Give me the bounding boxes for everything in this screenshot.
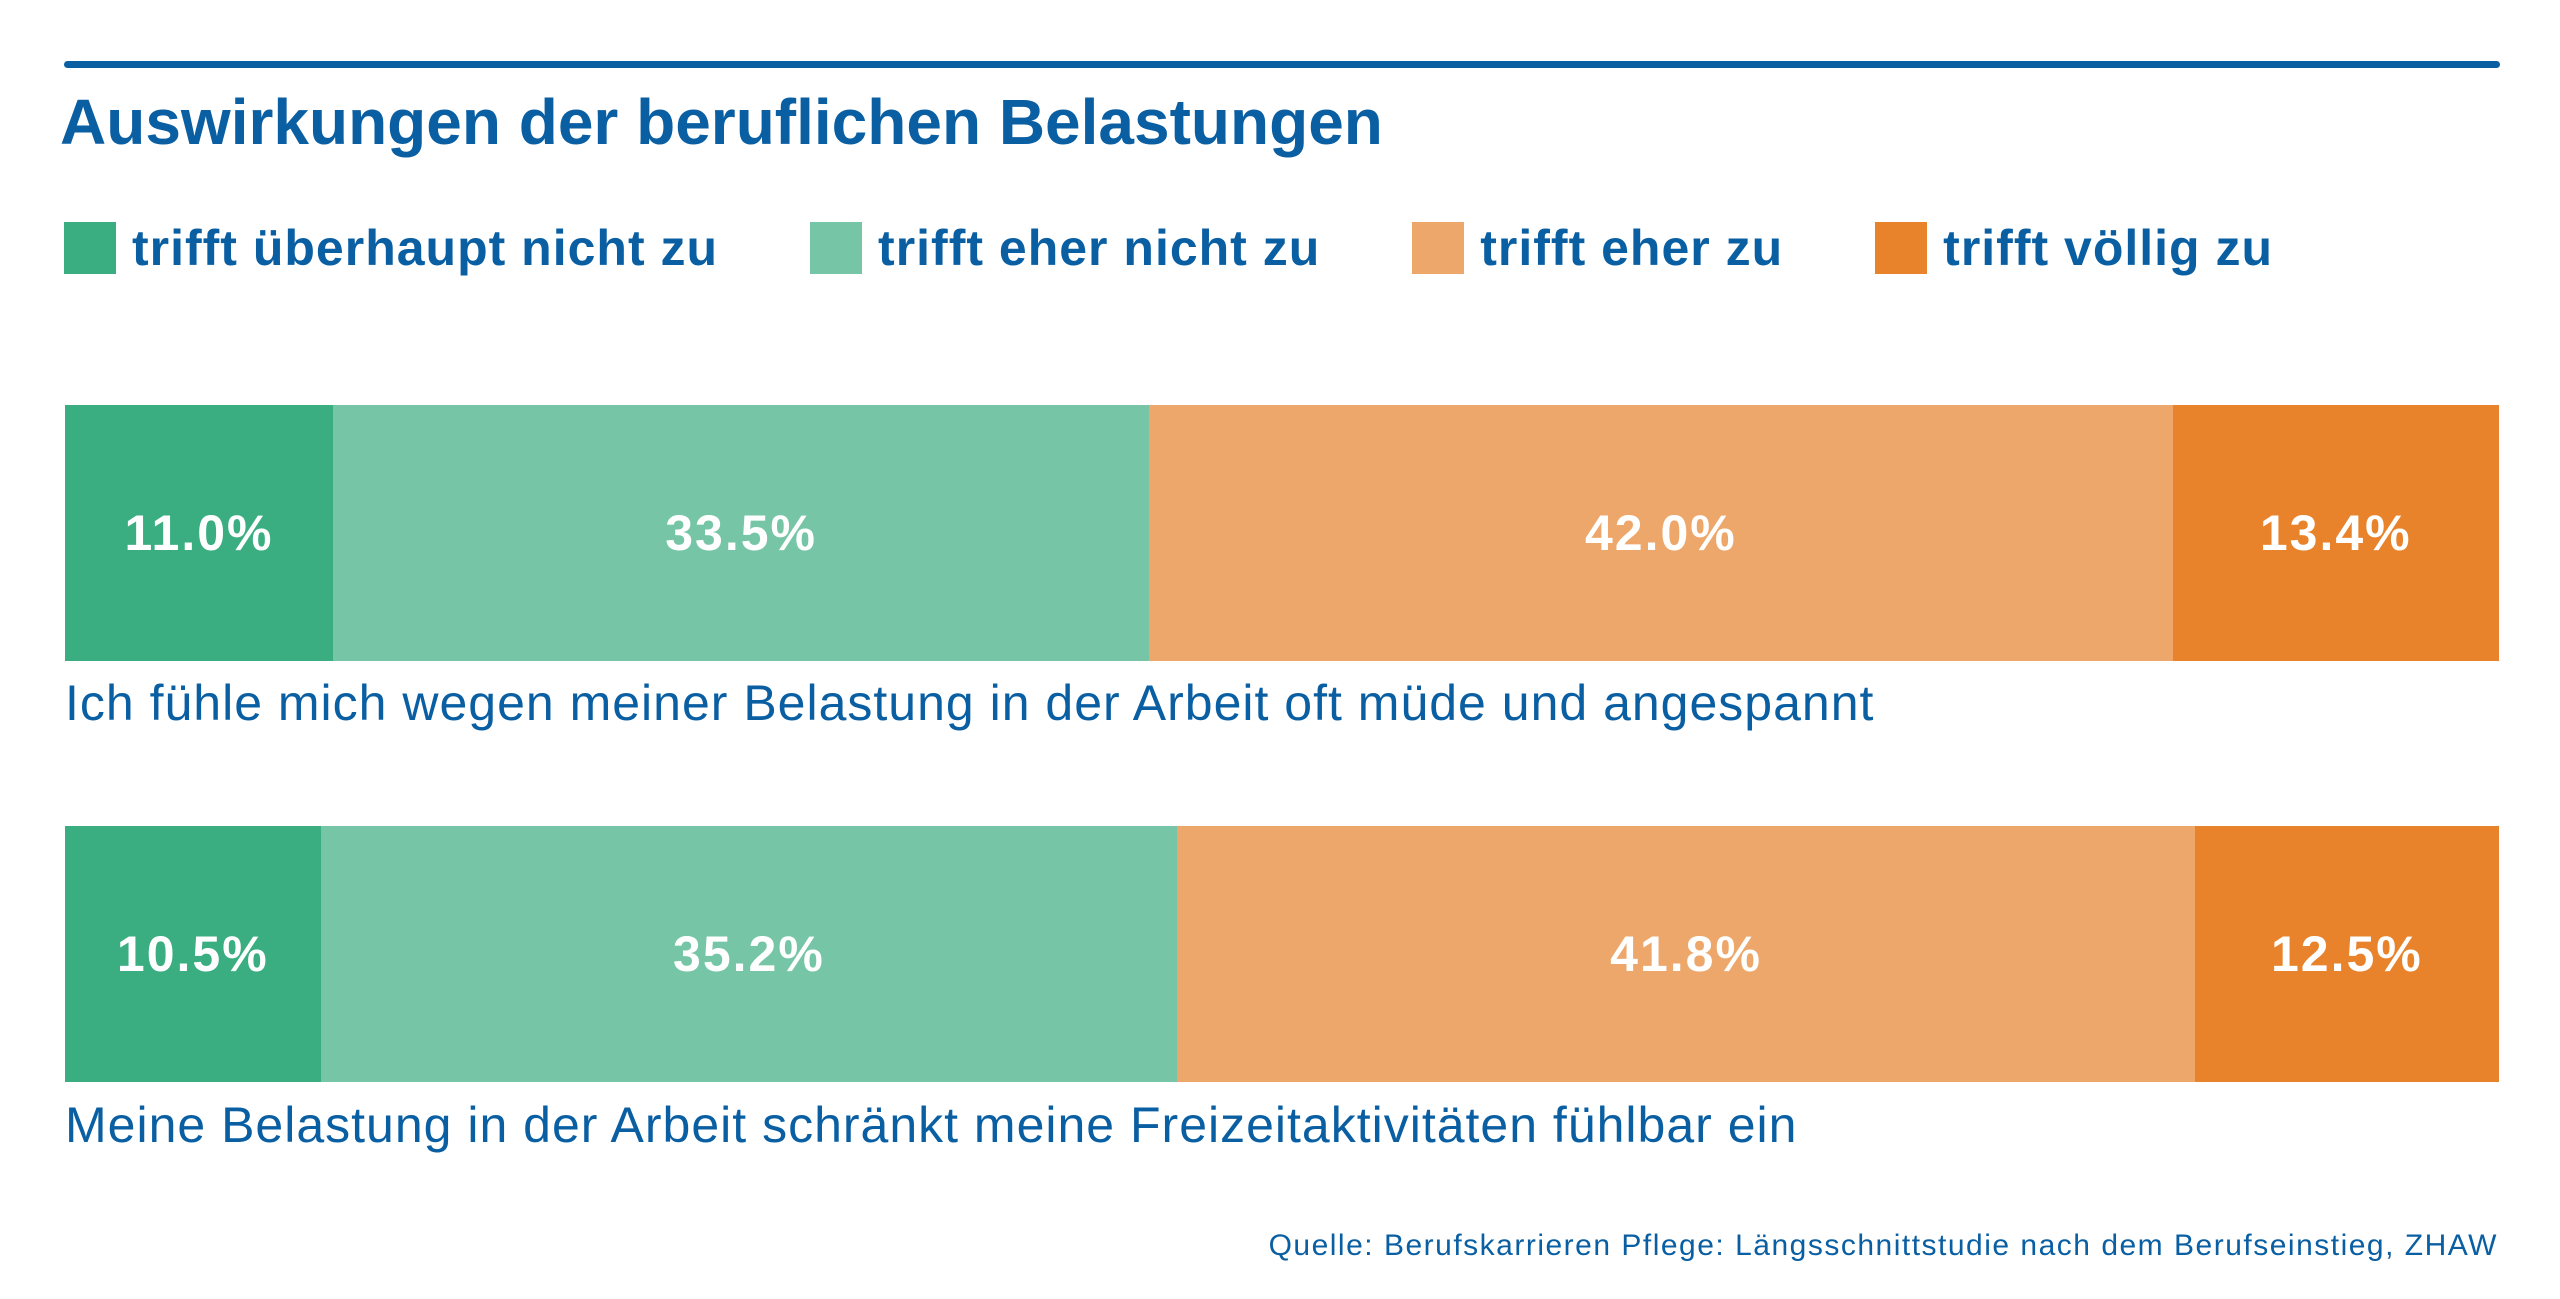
bar-segment-r2-s3: 41.8%	[1177, 826, 2195, 1082]
bar-segment-r2-s2: 35.2%	[320, 826, 1178, 1082]
legend-swatch-2	[810, 222, 863, 274]
data-label-r1-s3: 42.0%	[1584, 505, 1737, 561]
legend-swatch-3	[1412, 222, 1465, 274]
legend: trifft überhaupt nicht zu trifft eher nic…	[64, 219, 2365, 277]
row-label-1: Ich fühle mich wegen meiner Belastung in…	[65, 675, 1875, 731]
legend-label-4: trifft völlig zu	[1943, 220, 2274, 276]
data-label-r1-s4: 13.4%	[2259, 505, 2412, 561]
legend-label-3: trifft eher zu	[1480, 220, 1784, 276]
legend-swatch-1	[64, 222, 116, 274]
data-label-r1-s2: 33.5%	[665, 505, 817, 561]
bar-segment-r2-s1: 10.5%	[65, 826, 321, 1082]
data-label-r2-s4: 12.5%	[2270, 926, 2423, 982]
source-note: Quelle: Berufskarrieren Pflege: Längssch…	[1268, 1229, 2498, 1262]
stacked-bar-row-2: 10.5% 35.2% 41.8% 12.5%	[65, 826, 2499, 1082]
row-label-2: Meine Belastung in der Arbeit schränkt m…	[65, 1097, 1798, 1153]
legend-swatch-4	[1875, 222, 1928, 274]
legend-item-4: trifft völlig zu	[1875, 219, 2273, 277]
legend-label-1: trifft überhaupt nicht zu	[132, 220, 719, 276]
data-label-r2-s3: 41.8%	[1610, 926, 1762, 982]
bar-segment-r1-s1: 11.0%	[65, 405, 333, 661]
bar-segment-r1-s2: 33.5%	[333, 405, 1150, 661]
chart-title: Auswirkungen der beruflichen Belastungen	[60, 86, 1383, 158]
legend-label-2: trifft eher nicht zu	[878, 220, 1321, 276]
legend-item-3: trifft eher zu	[1412, 219, 1783, 277]
legend-item-1: trifft überhaupt nicht zu	[64, 219, 718, 277]
data-label-r2-s2: 35.2%	[673, 926, 825, 982]
bar-segment-r2-s4: 12.5%	[2194, 826, 2499, 1082]
bar-segment-r1-s4: 13.4%	[2172, 405, 2499, 661]
top-rule	[64, 61, 2500, 68]
data-label-r2-s1: 10.5%	[116, 926, 269, 982]
legend-item-2: trifft eher nicht zu	[810, 219, 1320, 277]
data-label-r1-s1: 11.0%	[124, 505, 274, 561]
stacked-bar-row-1: 11.0% 33.5% 42.0% 13.4%	[65, 405, 2499, 661]
bar-segment-r1-s3: 42.0%	[1149, 405, 2173, 661]
